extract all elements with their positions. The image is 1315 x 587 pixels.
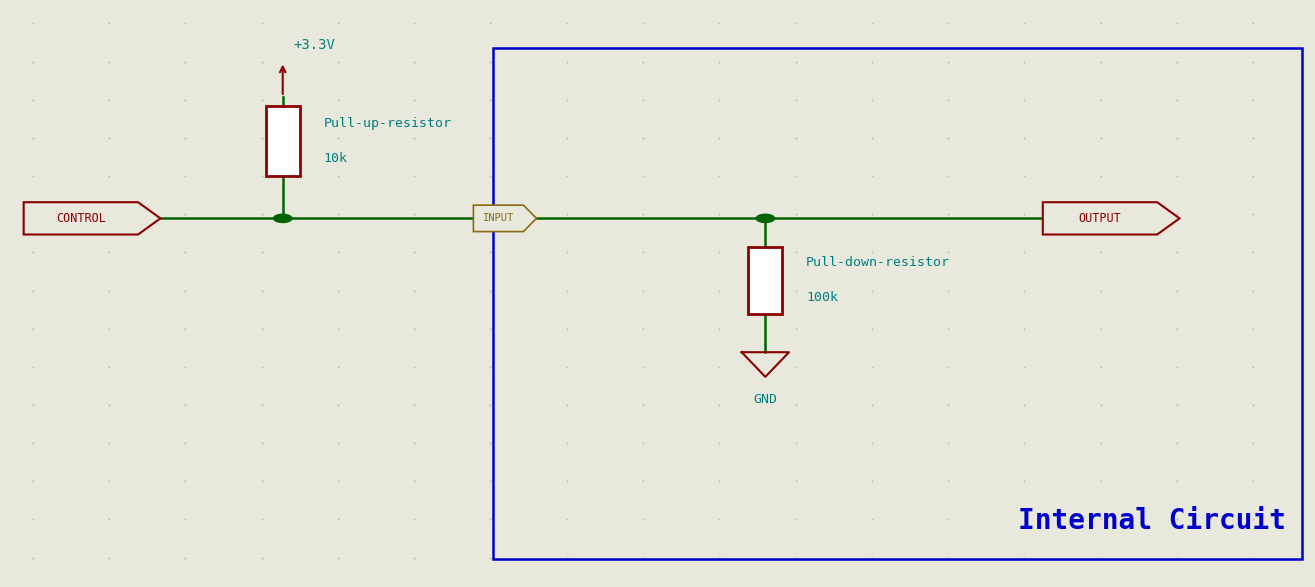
- Polygon shape: [24, 202, 160, 234]
- Text: Pull-down-resistor: Pull-down-resistor: [806, 256, 951, 269]
- Text: GND: GND: [753, 393, 777, 406]
- Text: 10k: 10k: [323, 152, 347, 165]
- Polygon shape: [473, 205, 537, 231]
- Text: CONTROL: CONTROL: [57, 212, 105, 225]
- Polygon shape: [1043, 202, 1180, 234]
- Text: OUTPUT: OUTPUT: [1078, 212, 1122, 225]
- Text: +3.3V: +3.3V: [293, 38, 335, 52]
- Circle shape: [756, 214, 775, 222]
- Text: 100k: 100k: [806, 291, 838, 305]
- Bar: [748, 247, 782, 314]
- Text: Internal Circuit: Internal Circuit: [1018, 507, 1286, 535]
- Bar: [266, 106, 300, 176]
- Text: INPUT: INPUT: [483, 213, 514, 224]
- Text: Pull-up-resistor: Pull-up-resistor: [323, 117, 451, 130]
- Circle shape: [274, 214, 292, 222]
- Bar: [493, 48, 1302, 559]
